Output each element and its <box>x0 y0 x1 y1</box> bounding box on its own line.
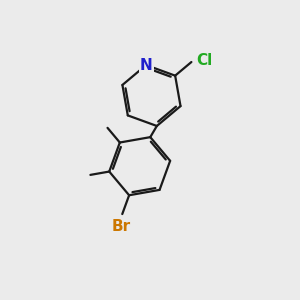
Text: Br: Br <box>111 219 130 234</box>
Text: N: N <box>140 58 152 73</box>
Text: Cl: Cl <box>197 53 213 68</box>
